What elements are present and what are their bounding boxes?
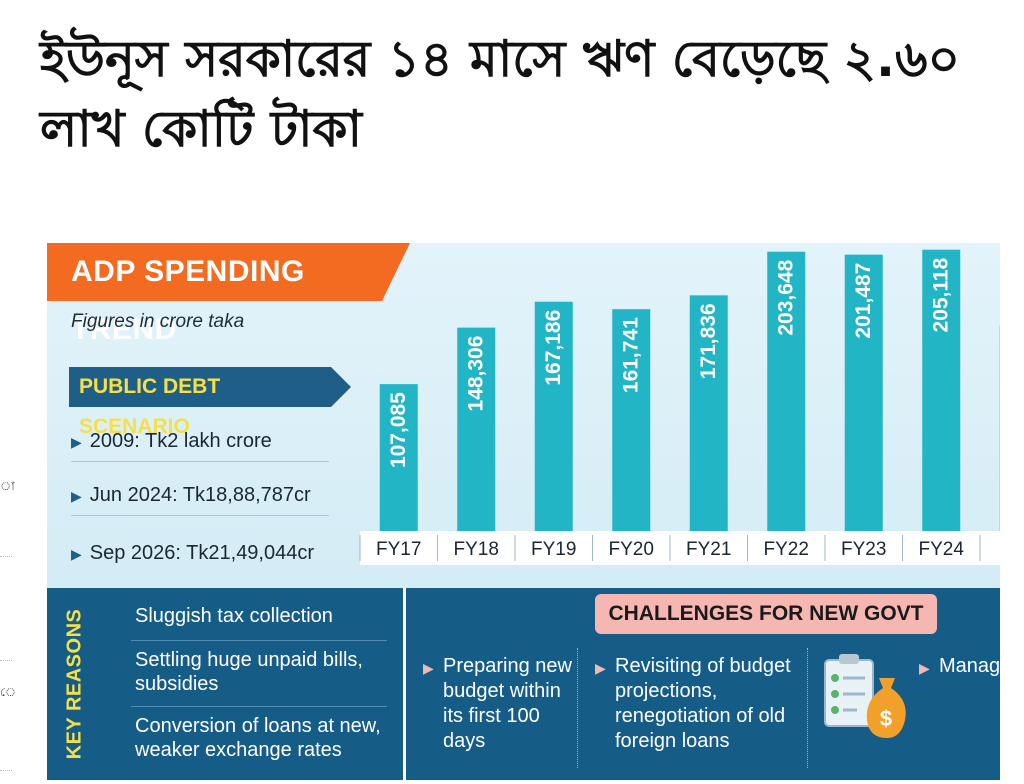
chart-title: ADP SPENDING TREND (47, 243, 410, 346)
bar-value-label: 167,186 (542, 310, 565, 386)
debt-item: ▶ Sep 2026: Tk21,49,044cr (71, 542, 315, 564)
bar-value-label: 201,487 (852, 263, 875, 339)
triangle-bullet-icon: ▶ (919, 660, 930, 676)
reasons-challenges-panel: KEY REASONS Sluggish tax collection Sett… (47, 588, 1000, 780)
challenge-item: ▶ Manag its cos like Fa farm lo (919, 654, 1000, 679)
bar-value-label: 203,648 (775, 259, 798, 335)
x-tick-label: FY20 (609, 539, 654, 560)
bar-value-label: 161,741 (620, 317, 643, 393)
panel-divider (403, 588, 406, 780)
key-reason-item: Sluggish tax collection (135, 605, 333, 627)
triangle-bullet-icon: ▶ (595, 660, 606, 676)
x-axis-band (360, 531, 1000, 565)
key-reasons-label: KEY REASONS (63, 608, 86, 760)
challenge-divider (577, 648, 578, 768)
challenge-item: ▶ Preparing new budget within its first … (423, 655, 572, 752)
bar-fy23 (844, 254, 883, 531)
challenge-item: ▶ Revisiting of budget projections, rene… (595, 655, 791, 752)
key-reason-item: Settling huge unpaid bills, subsidies (135, 649, 363, 695)
x-tick-label: FY19 (531, 539, 576, 560)
edge-glyph: া (0, 479, 15, 493)
x-tick-label: FY18 (454, 539, 499, 560)
svg-text:$: $ (880, 706, 892, 731)
edge-divider (0, 660, 12, 661)
edge-divider (0, 770, 12, 771)
debt-item: ▶ Jun 2024: Tk18,88,787cr (71, 475, 329, 516)
x-tick-label: FY21 (686, 539, 731, 560)
triangle-bullet-icon: ▶ (71, 546, 82, 562)
x-tick-label: FY23 (841, 539, 886, 560)
bar-fy17 (379, 384, 418, 531)
bar-fy21 (689, 295, 728, 531)
adp-bar-chart: 107,085 148,306 167,186 161,741 171,836 203,6… (359, 249, 1000, 565)
chart-subtitle: Figures in crore taka (71, 311, 245, 332)
x-tick-label: FY17 (376, 539, 421, 560)
bar-fy19 (534, 301, 573, 531)
challenge-divider (807, 648, 808, 768)
reason-divider (131, 640, 387, 641)
edge-divider (0, 556, 12, 557)
reason-divider (131, 706, 387, 707)
edge-glyph: ে (0, 685, 17, 699)
triangle-bullet-icon: ▶ (71, 434, 82, 450)
debt-scenario-title: PUBLIC DEBT SCENARIO (69, 367, 351, 438)
triangle-bullet-icon: ▶ (71, 488, 82, 504)
bar-fy24 (922, 249, 961, 531)
x-tick-label: FY22 (764, 539, 809, 560)
bar-fy22 (767, 251, 806, 532)
challenges-title: CHALLENGES FOR NEW GOVT (595, 594, 937, 634)
x-tick-label: FY24 (919, 539, 965, 560)
bar-value-label: 171,836 (697, 303, 720, 379)
triangle-bullet-icon: ▶ (423, 660, 434, 676)
bar-value-label: 148,306 (465, 336, 488, 412)
bar-value-label: 107,085 (387, 392, 410, 468)
infographic: 107,085 148,306 167,186 161,741 171,836 203,6… (47, 243, 1000, 780)
debt-item: ▶ 2009: Tk2 lakh crore (71, 421, 329, 462)
bar-fy18 (457, 327, 496, 531)
checklist-money-bag-icon: $ (824, 654, 906, 738)
key-reason-item: Conversion of loans at new, weaker excha… (135, 715, 381, 761)
headline: ইউনূস সরকারের ১৪ মাসে ঋণ বেড়েছে ২.৬০ লা… (40, 30, 961, 158)
bar-value-label: 205,118 (930, 257, 953, 332)
bar-fy20 (612, 309, 651, 531)
